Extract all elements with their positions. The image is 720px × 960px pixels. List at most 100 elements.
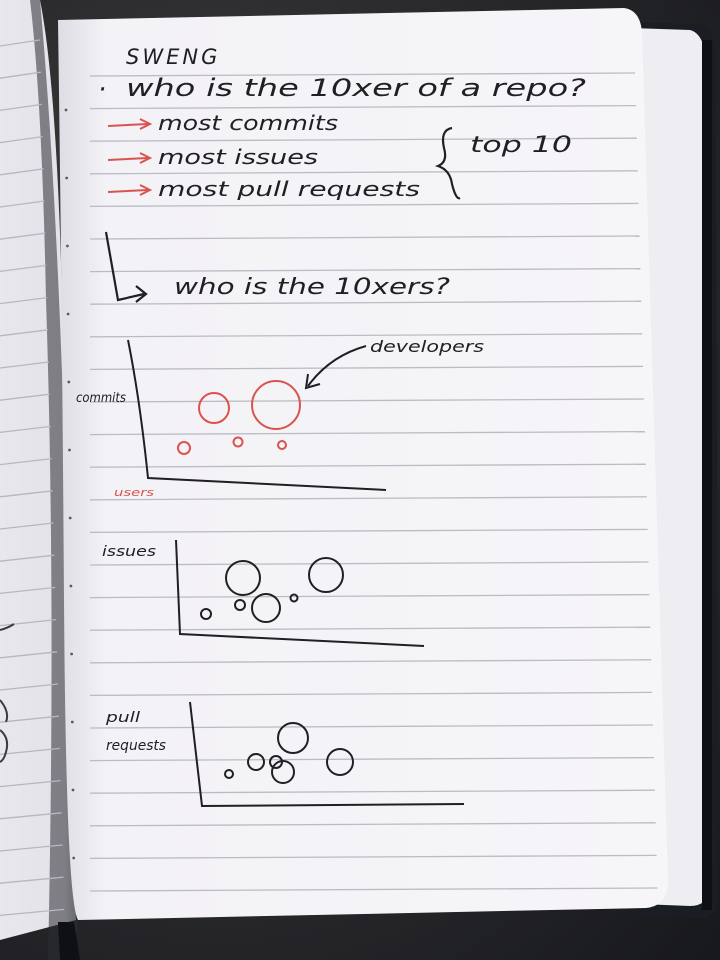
rule-line	[0, 812, 62, 820]
curly-brace-icon	[434, 126, 461, 200]
binding-hole	[69, 584, 73, 588]
binding-hole	[66, 244, 69, 248]
developer-circle	[308, 557, 344, 593]
arrow-item-label: most pull requests	[158, 177, 420, 201]
plot-axes	[127, 339, 387, 491]
developer-circle	[225, 560, 261, 596]
rule-line	[0, 425, 51, 434]
arrow-item: most commits	[107, 111, 338, 135]
y-axis-label-line1: pull	[105, 710, 140, 726]
left-page-mark	[0, 623, 15, 631]
binding-hole	[71, 788, 75, 792]
rule-line	[89, 72, 636, 77]
rule-line	[0, 103, 42, 112]
rule-line	[0, 554, 55, 562]
rule-line	[89, 626, 651, 631]
rule-line	[0, 296, 48, 305]
issues-plot: issues	[102, 539, 425, 647]
developer-circle	[289, 593, 299, 603]
rule-line	[89, 235, 640, 240]
developer-circle	[269, 755, 283, 769]
rule-line	[0, 71, 41, 79]
rule-line	[89, 691, 653, 697]
rule-line	[89, 300, 642, 305]
rule-line	[0, 844, 63, 852]
commits-plot: commits users developers	[76, 337, 484, 499]
developer-circle	[251, 593, 281, 623]
binding-hole	[68, 516, 72, 520]
binding-hole	[70, 720, 74, 724]
brace-label: top 10	[470, 133, 572, 158]
rule-line	[89, 756, 654, 762]
rule-line	[0, 264, 47, 273]
rule-line	[89, 365, 644, 371]
arrow-item-label: most issues	[158, 145, 318, 169]
page-heading: SWENG	[126, 45, 220, 69]
rule-line	[0, 490, 53, 498]
developer-circle	[232, 436, 244, 448]
rule-line	[89, 137, 637, 142]
rule-line	[89, 398, 645, 403]
rule-line	[89, 593, 650, 599]
red-arrow-icon	[107, 118, 153, 130]
rule-line	[0, 393, 50, 401]
rule-line	[0, 908, 65, 917]
right-page-rules	[89, 72, 658, 892]
rule-line	[89, 267, 641, 273]
developer-circle	[177, 441, 191, 455]
followup-text: who is the 10xers?	[174, 275, 450, 300]
red-arrow-icon	[107, 152, 153, 164]
binding-hole	[64, 108, 68, 112]
rule-line	[0, 232, 46, 240]
rule-line	[0, 586, 56, 595]
developer-circle	[277, 440, 287, 450]
pull-requests-plot: pull requests	[105, 701, 465, 808]
rule-line	[89, 463, 646, 468]
elbow-arrow-icon	[104, 231, 148, 303]
developer-circle	[271, 760, 295, 784]
rule-line	[89, 724, 654, 729]
arrow-list: most commits most issues most pull reque…	[107, 111, 420, 201]
rule-line	[0, 876, 64, 884]
annotation-label: developers	[370, 337, 484, 356]
rule-line	[0, 168, 44, 176]
rule-line	[89, 170, 638, 175]
y-axis-label: commits	[76, 391, 126, 406]
left-page-mark	[0, 729, 9, 763]
developer-circle	[200, 608, 212, 620]
x-axis-label: users	[114, 486, 154, 499]
rule-line	[89, 496, 647, 501]
rule-line	[89, 887, 658, 892]
rule-line	[89, 789, 655, 794]
annotation-arrow-icon	[304, 345, 367, 390]
binding-hole	[70, 652, 73, 656]
binding-hole	[65, 176, 69, 180]
developer-circle	[247, 753, 265, 771]
arrow-item-label: most commits	[158, 111, 338, 135]
rule-line	[89, 659, 652, 664]
binding-hole	[67, 380, 71, 384]
y-axis-label: issues	[102, 544, 156, 560]
arrow-item: most issues	[107, 145, 318, 169]
rule-line	[0, 715, 59, 723]
plot-axes	[175, 539, 425, 647]
right-page	[58, 8, 668, 920]
developer-circle	[234, 599, 246, 611]
rule-line	[89, 854, 657, 860]
ribbon	[58, 922, 80, 960]
rule-line	[0, 200, 45, 208]
red-arrow-icon	[107, 184, 153, 196]
rule-line	[0, 39, 41, 47]
rule-line	[89, 430, 645, 436]
question-text: who is the 10xer of a repo?	[126, 74, 586, 102]
rule-line	[89, 104, 636, 110]
rule-line	[89, 561, 649, 566]
left-page-mark	[0, 699, 9, 723]
left-page-rules	[0, 39, 65, 917]
y-axis-label-line2: requests	[106, 738, 166, 754]
developer-circle	[224, 769, 234, 779]
binding-hole	[66, 312, 70, 316]
rule-line	[0, 747, 60, 756]
binding-holes	[64, 108, 76, 860]
